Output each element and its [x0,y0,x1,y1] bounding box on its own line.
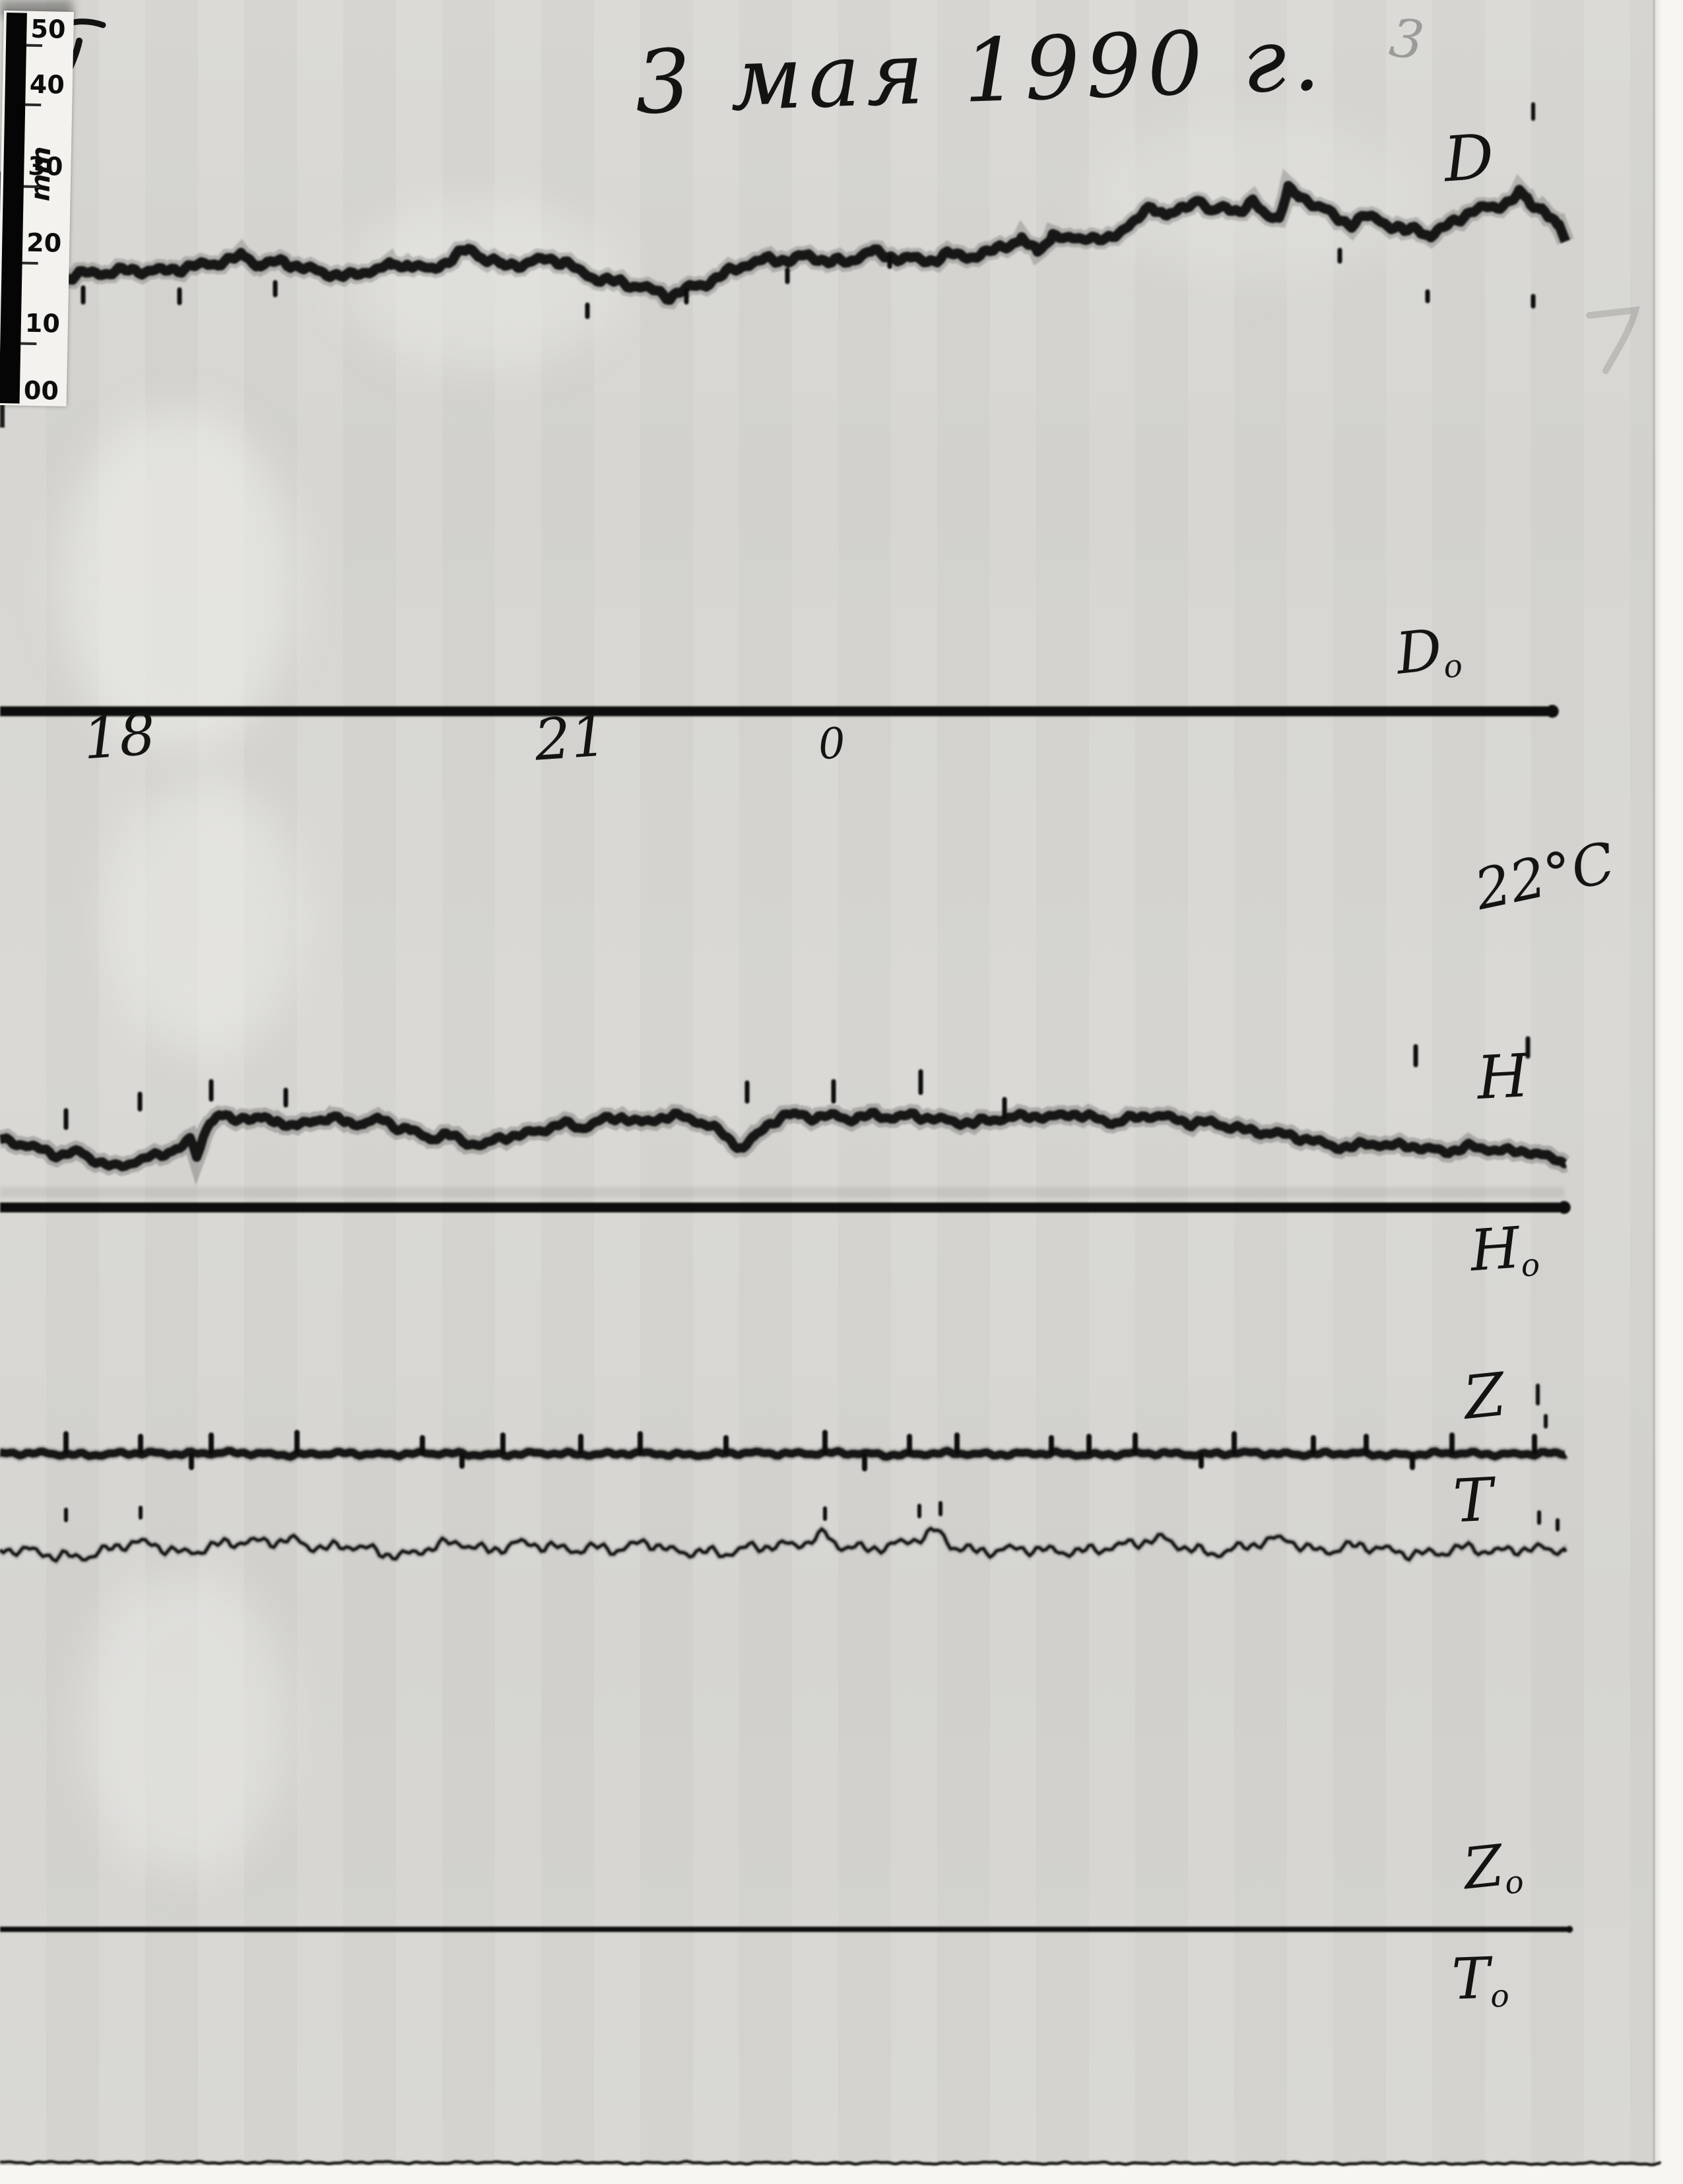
baseline-label-d0: Do [1393,617,1465,688]
ruler-mark: 50 [30,14,66,44]
baseline-label-h0: Ho [1468,1215,1541,1285]
time-label-18: 18 [81,701,158,773]
ruler-black-bar [0,13,27,404]
time-label-21: 21 [532,703,609,774]
h0-baseline-shadow [0,1187,1564,1198]
trace-label-z: Z [1460,1360,1509,1433]
trace-h [0,1107,1569,1172]
ruler-tick [22,261,38,265]
baseline-end-h0 [1558,1201,1571,1214]
page-title: 3 мая 1990 г. [633,8,1328,135]
trace-label-t: T [1451,1465,1495,1537]
baseline-label-z0: Zo [1460,1832,1526,1903]
time-label-0: 0 [816,719,847,770]
ruler-mark: 10 [24,308,61,338]
trace-z [0,1446,1568,1461]
paper-blotch [79,1570,290,1874]
paper-blotch [343,198,620,369]
ruler-tick [25,103,42,107]
ruler-mark: 20 [26,228,62,258]
paper-right-edge [1653,0,1662,2166]
trace-d [0,181,1570,305]
chart-paper [0,0,1655,2166]
trace-halo-t [0,1524,1569,1566]
paper-blotch [106,779,304,1056]
ruler-mark: 40 [29,69,65,100]
trace-label-h: H [1475,1041,1531,1113]
trace-halo-d [0,168,1574,309]
baseline-label-t0: To [1451,1945,1510,2015]
ruler-tick [20,342,37,346]
paper-bottom-edge [0,2160,1662,2167]
ruler-unit-label: mm [25,146,57,202]
ruler-tick [23,185,40,189]
page-number: 3 [1386,7,1428,72]
ruler-mark: 00 [23,375,59,406]
ruler-tick [26,44,43,48]
trace-label-d: D [1441,121,1497,197]
pencil-seven-mark [1586,306,1640,374]
paper-blotch [59,409,297,752]
baseline-end-d0 [1546,705,1559,718]
trace-t [0,1526,1568,1563]
mm-scale-ruler: 50 40 30 20 10 00 mm [0,11,74,406]
baseline-end-z0 [1566,1925,1573,1933]
